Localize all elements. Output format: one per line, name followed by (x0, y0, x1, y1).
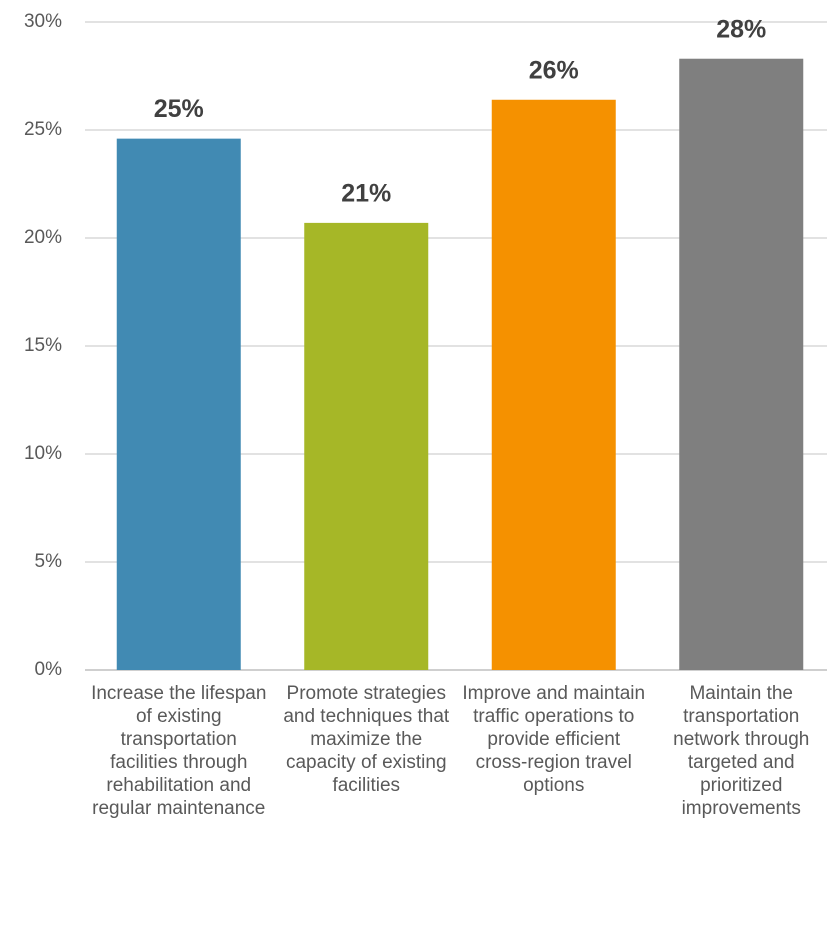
y-tick-label: 20% (24, 227, 62, 248)
y-tick-label: 5% (35, 551, 63, 572)
data-label: 28% (716, 15, 766, 43)
data-label: 26% (529, 56, 579, 84)
bar (491, 99, 616, 670)
data-label: 25% (154, 95, 204, 123)
data-label: 21% (341, 179, 391, 207)
x-tick-label: Increase the lifespan of existing transp… (91, 683, 267, 819)
y-tick-label: 15% (24, 335, 62, 356)
bar (116, 138, 241, 670)
y-tick-label: 10% (24, 443, 62, 464)
x-tick-label: Improve and maintain traffic operations … (462, 683, 646, 796)
x-tick-label: Maintain the transportation network thro… (673, 683, 810, 819)
y-tick-label: 0% (35, 659, 63, 680)
bar (304, 222, 429, 670)
y-tick-label: 30% (24, 11, 62, 32)
y-tick-label: 25% (24, 119, 62, 140)
x-tick-label: Promote strategies and techniques that m… (283, 683, 450, 796)
bar (679, 58, 804, 671)
